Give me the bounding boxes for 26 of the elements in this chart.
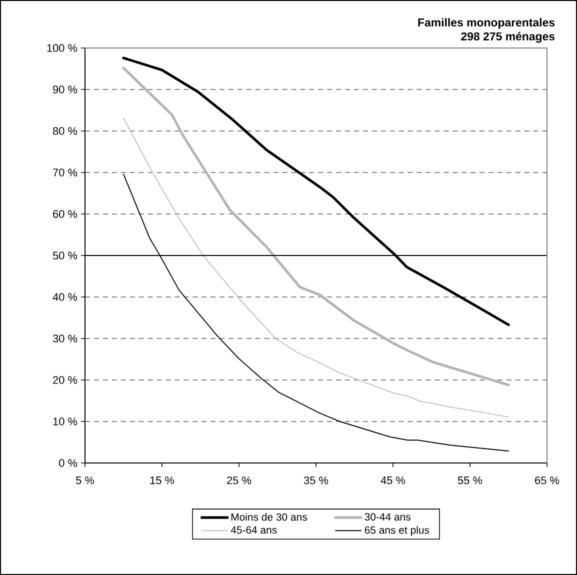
x-tick-label: 65 % <box>535 476 560 484</box>
x-tick-label: 45 % <box>380 476 406 484</box>
y-tick-label: 60 % <box>53 210 78 218</box>
chart-title: Familles monoparentales <box>418 18 555 29</box>
x-tick-label: 55 % <box>458 476 482 484</box>
y-tick-label: 10 % <box>53 418 78 426</box>
x-tick-label: 35 % <box>304 476 328 484</box>
y-tick-label: 20 % <box>53 376 78 384</box>
line-series <box>123 118 509 418</box>
chart-subtitle: 298 275 ménages <box>461 32 555 43</box>
legend-label: 30-44 ans <box>364 513 410 521</box>
y-tick-label: 0 % <box>59 459 78 467</box>
y-tick-label: 80 % <box>52 127 78 135</box>
y-tick-label: 50 % <box>52 252 78 260</box>
x-tick-label: 25 % <box>227 476 252 484</box>
legend-label: Moins de 30 ans <box>231 513 307 521</box>
line-series <box>122 66 510 386</box>
y-tick-label: 90 % <box>53 86 78 94</box>
y-tick-label: 70 % <box>53 168 78 176</box>
y-tick-label: 30 % <box>52 334 78 342</box>
legend-label: 65 ans et plus <box>364 526 430 536</box>
y-tick-label: 100 % <box>47 44 78 52</box>
x-tick-label: 15 % <box>150 476 174 484</box>
x-tick-label: 5 % <box>76 476 94 484</box>
legend-label: 45-64 ans <box>230 526 277 534</box>
y-tick-label: 40 % <box>52 293 78 301</box>
